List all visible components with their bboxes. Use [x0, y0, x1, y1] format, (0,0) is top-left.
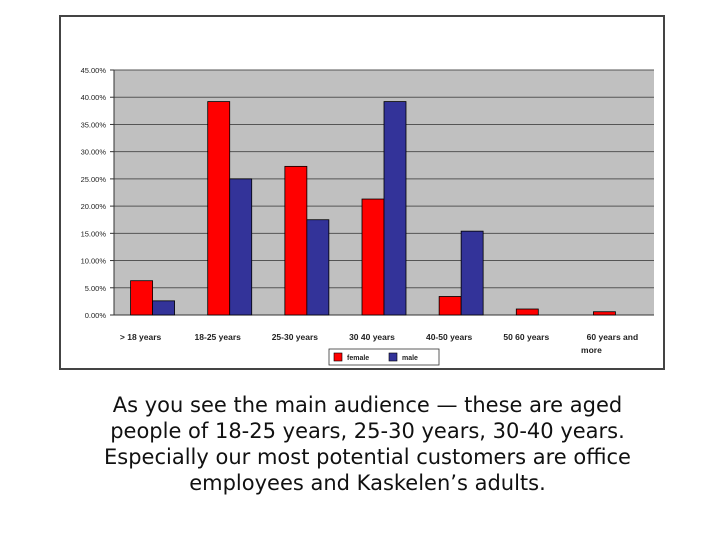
legend-swatch-male [388, 352, 398, 362]
x-tick-label: 40-50 years [426, 332, 473, 342]
y-tick-label: 10.00% [81, 257, 107, 266]
y-tick-label: 40.00% [81, 93, 107, 102]
bar-male [229, 178, 253, 316]
bar-male [152, 300, 175, 316]
y-tick-label: 25.00% [81, 175, 107, 184]
bar-male [383, 101, 407, 316]
x-tick-label: 18-25 years [195, 332, 242, 342]
legend-label-female: female [347, 355, 369, 362]
bar-chart: 0.00% 5.00% 10.00% 15.00% 20.00% 25.00% 30.00%… [81, 66, 654, 366]
bar-female [284, 165, 308, 316]
legend-label-male: male [402, 355, 418, 362]
y-tick-label: 45.00% [81, 66, 107, 75]
legend-swatch-female [333, 352, 343, 362]
bar-female [207, 101, 231, 316]
legend-box [328, 348, 440, 366]
y-tick-label: 15.00% [81, 229, 107, 238]
y-tick-label: 20.00% [81, 202, 107, 211]
bar-male [460, 230, 484, 316]
bar-female [130, 280, 153, 316]
bar-male [306, 219, 330, 316]
x-tick-label: 60 years and more [581, 332, 638, 355]
y-tick-label: 0.00% [85, 311, 107, 320]
x-tick-label: 30 40 years [349, 332, 395, 342]
y-tick-label: 30.00% [81, 148, 107, 157]
y-tick-label: 5.00% [85, 284, 107, 293]
bar-female [515, 308, 539, 316]
chart-frame: 0.00% 5.00% 10.00% 15.00% 20.00% 25.00% 30.00%… [59, 15, 665, 370]
caption-text: As you see the main audience — these are… [104, 393, 631, 495]
bar-female [361, 198, 385, 316]
x-tick-label: 25-30 years [272, 332, 319, 342]
x-tick-label: > 18 years [120, 332, 162, 342]
y-tick-label: 35.00% [81, 120, 107, 129]
x-tick-label: 50 60 years [503, 332, 549, 342]
bar-female [593, 311, 616, 316]
bar-female [438, 296, 462, 316]
